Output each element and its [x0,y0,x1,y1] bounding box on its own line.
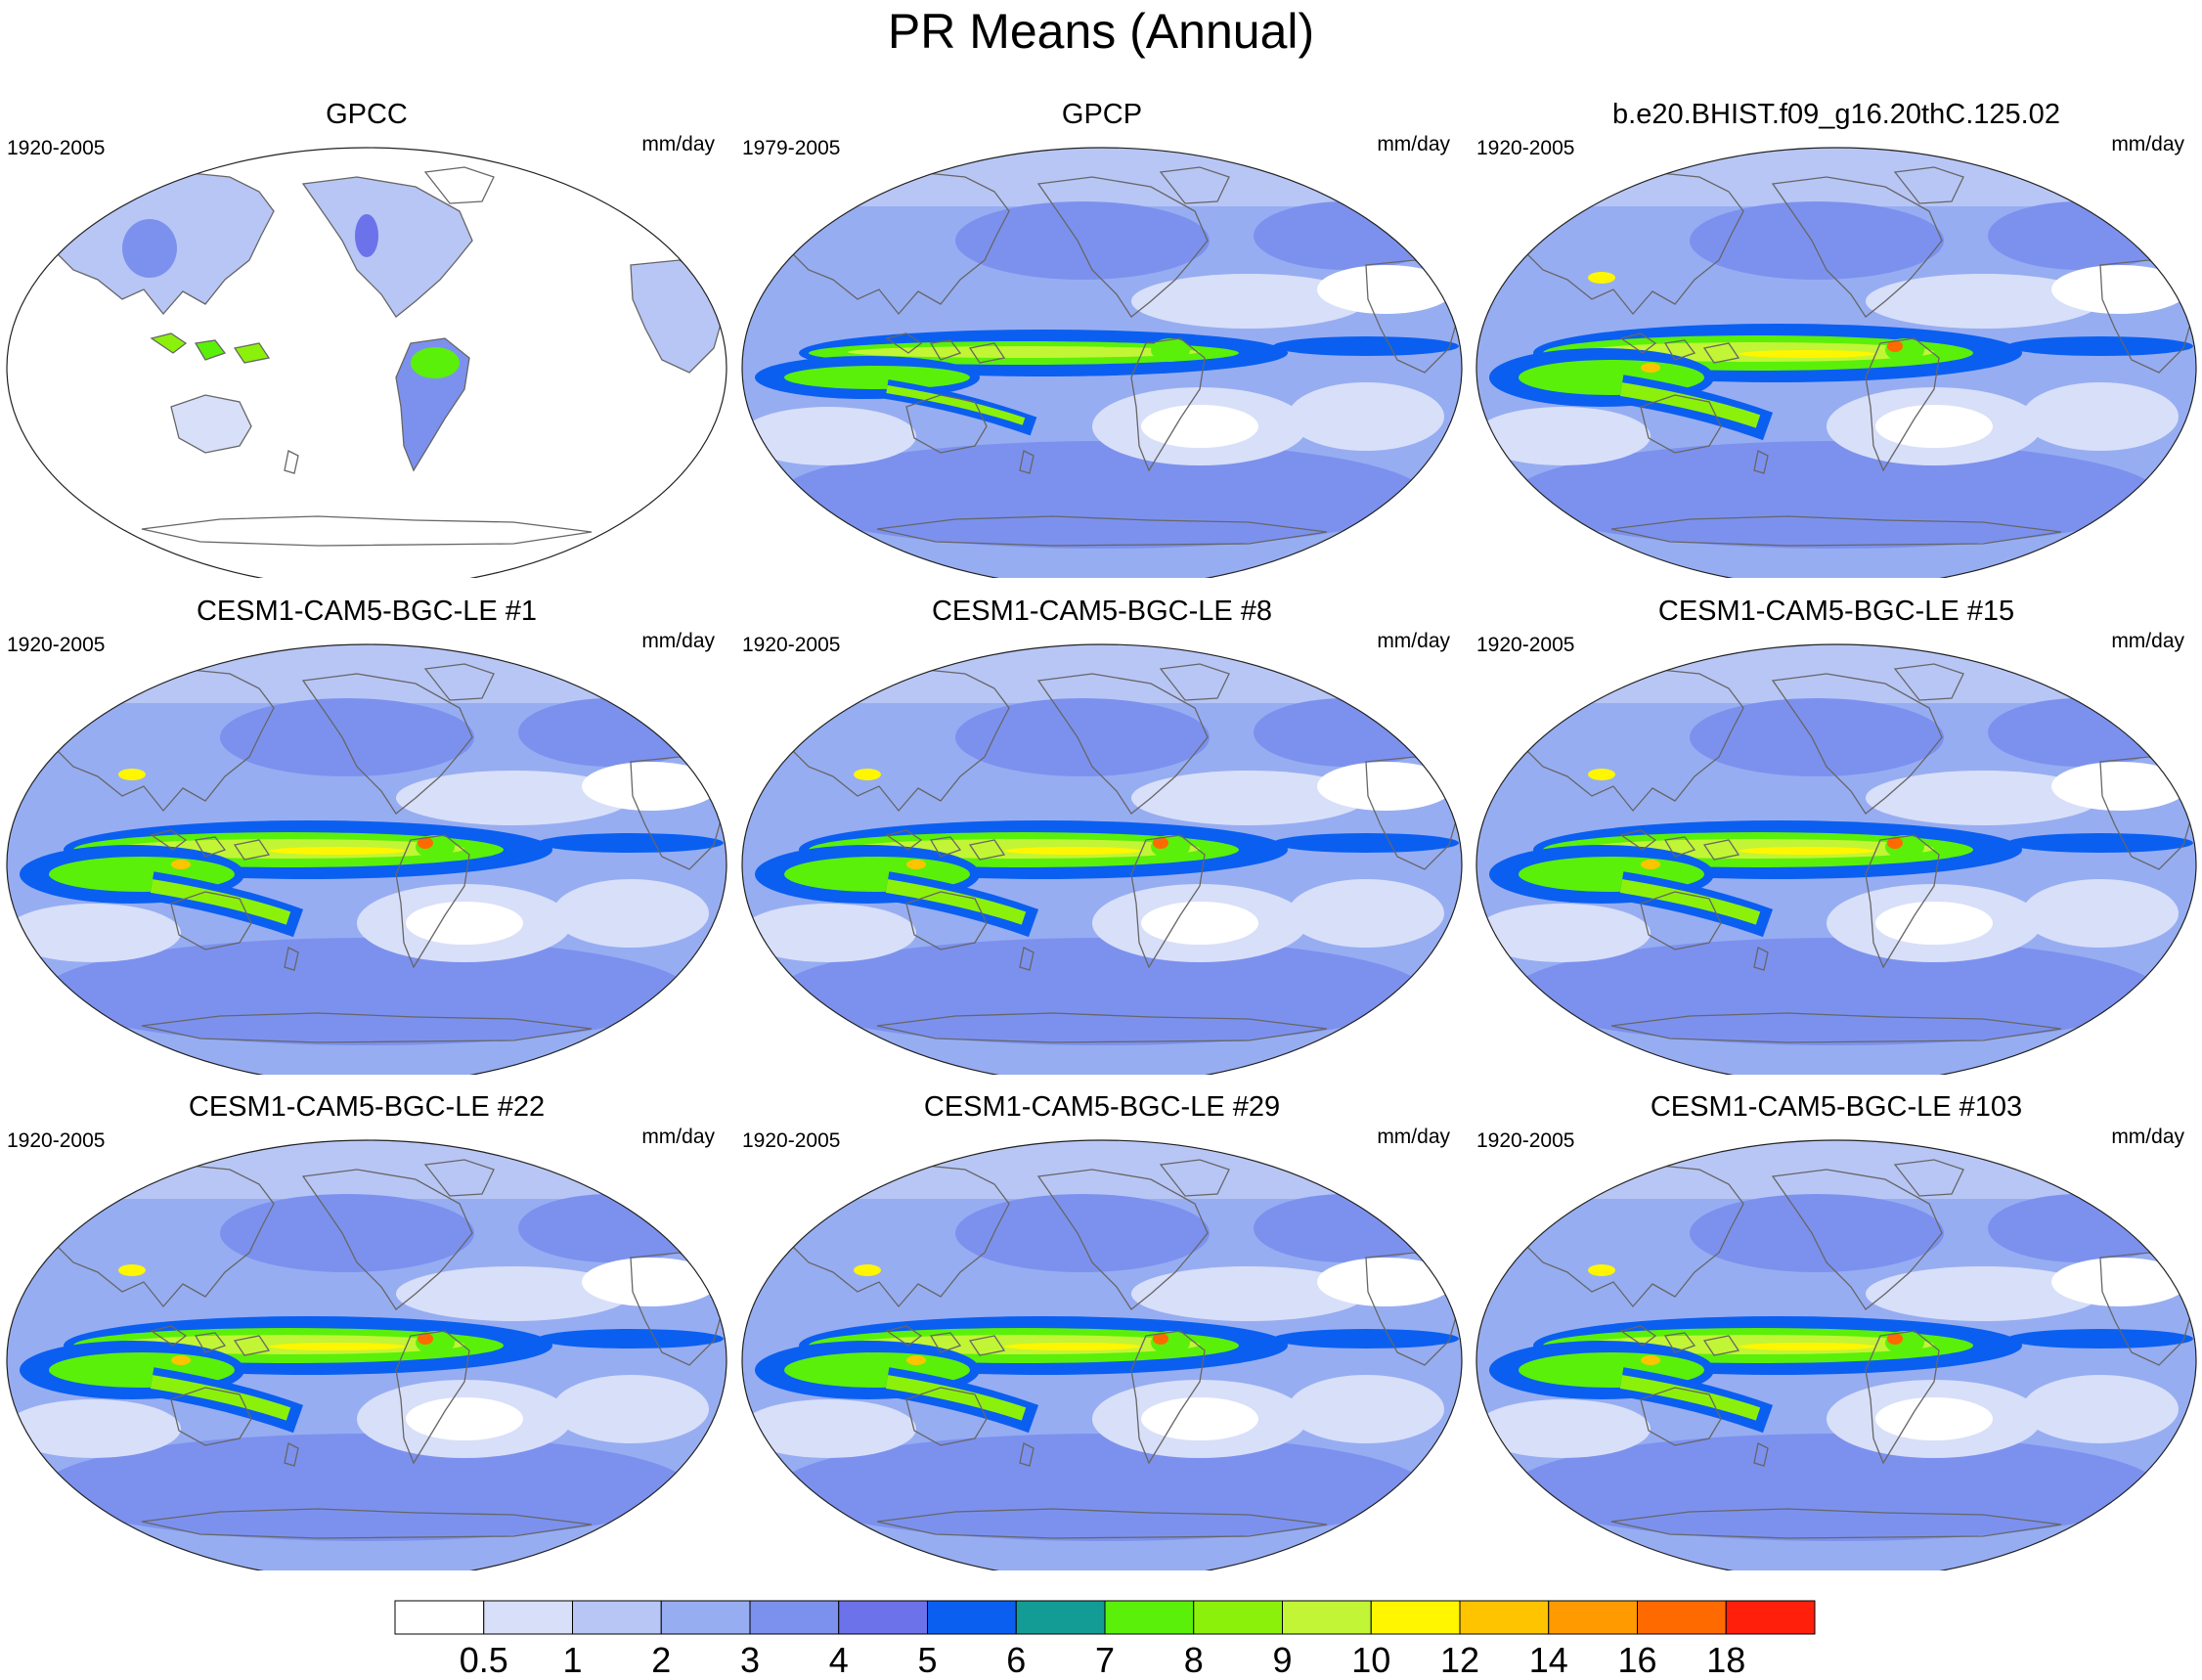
colorbar-tick-label: 5 [917,1640,938,1680]
colorbar-segment [1725,1600,1816,1635]
period-label: 1920-2005 [7,634,106,656]
colorbar-tick-label: 6 [1006,1640,1027,1680]
panel-title: CESM1-CAM5-BGC-LE #8 [931,596,1273,627]
units-label: mm/day [1377,1126,1450,1148]
panel-title: GPCP [1061,99,1143,130]
panel-title: CESM1-CAM5-BGC-LE #29 [923,1091,1281,1123]
map-panel: b.e20.BHIST.f09_g16.20thC.125.02 1920-200… [1475,98,2198,587]
units-label: mm/day [2111,133,2184,155]
panel-title: CESM1-CAM5-BGC-LE #22 [188,1091,546,1123]
precipitation-map [741,147,1463,578]
colorbar-tick-label: 9 [1272,1640,1293,1680]
colorbar-tick-label: 10 [1351,1640,1391,1680]
colorbar-segment [1282,1600,1372,1635]
units-label: mm/day [641,1126,715,1148]
period-label: 1920-2005 [1476,137,1575,159]
colorbar-segment [1370,1600,1461,1635]
colorbar-segment [1015,1600,1106,1635]
map-panel: CESM1-CAM5-BGC-LE #29 1920-2005 mm/day [740,1090,1464,1579]
map-panel: GPCP 1979-2005 mm/day [740,98,1464,587]
panel-title: CESM1-CAM5-BGC-LE #103 [1650,1091,2023,1123]
units-label: mm/day [2111,1126,2184,1148]
precipitation-map [741,1139,1463,1570]
colorbar-tick-label: 18 [1706,1640,1746,1680]
panel-title: GPCC [326,99,408,130]
colorbar-tick-label: 8 [1183,1640,1204,1680]
panel-title: b.e20.BHIST.f09_g16.20thC.125.02 [1612,99,2060,130]
colorbar-segment [1637,1600,1727,1635]
map-panel: CESM1-CAM5-BGC-LE #22 1920-2005 mm/day [5,1090,728,1579]
period-label: 1920-2005 [7,1129,106,1152]
colorbar-tick-label: 7 [1094,1640,1116,1680]
precipitation-map [1475,1139,2197,1570]
map-panel: GPCC 1920-2005 mm/day [5,98,728,587]
colorbar-segment [483,1600,573,1635]
colorbar-segment [838,1600,928,1635]
map-panel: CESM1-CAM5-BGC-LE #103 1920-2005 mm/day [1475,1090,2198,1579]
colorbar-segment [1193,1600,1283,1635]
colorbar-segment [1548,1600,1638,1635]
colorbar-tick-label: 1 [562,1640,583,1680]
units-label: mm/day [641,630,715,652]
period-label: 1920-2005 [1476,634,1575,656]
precipitation-map [6,1139,727,1570]
colorbar-tick-label: 0.5 [459,1640,508,1680]
figure-title: PR Means (Annual) [887,4,1315,59]
map-panel: CESM1-CAM5-BGC-LE #8 1920-2005 mm/day [740,595,1464,1083]
panel-title: CESM1-CAM5-BGC-LE #1 [196,596,538,627]
colorbar-segment [1104,1600,1195,1635]
units-label: mm/day [1377,630,1450,652]
period-label: 1920-2005 [1476,1129,1575,1152]
units-label: mm/day [2111,630,2184,652]
panel-title: CESM1-CAM5-BGC-LE #15 [1657,596,2015,627]
colorbar-segment [394,1600,485,1635]
colorbar-segment [1459,1600,1550,1635]
precipitation-map [6,147,727,578]
colorbar-tick-label: 4 [828,1640,849,1680]
precipitation-map [741,643,1463,1075]
precipitation-map [1475,643,2197,1075]
colorbar-tick-label: 14 [1528,1640,1568,1680]
period-label: 1979-2005 [742,137,841,159]
map-panel: CESM1-CAM5-BGC-LE #15 1920-2005 mm/day [1475,595,2198,1083]
colorbar-tick-label: 2 [651,1640,672,1680]
period-label: 1920-2005 [742,634,841,656]
units-label: mm/day [641,133,715,155]
period-label: 1920-2005 [7,137,106,159]
colorbar-segment [749,1600,840,1635]
map-panel: CESM1-CAM5-BGC-LE #1 1920-2005 mm/day [5,595,728,1083]
precipitation-map [6,643,727,1075]
precipitation-map [1475,147,2197,578]
period-label: 1920-2005 [742,1129,841,1152]
colorbar [394,1600,1816,1635]
colorbar-tick-label: 3 [739,1640,761,1680]
colorbar-tick-label: 12 [1439,1640,1480,1680]
colorbar-segment [572,1600,662,1635]
colorbar-segment [660,1600,751,1635]
colorbar-segment [927,1600,1017,1635]
units-label: mm/day [1377,133,1450,155]
colorbar-tick-label: 16 [1617,1640,1657,1680]
